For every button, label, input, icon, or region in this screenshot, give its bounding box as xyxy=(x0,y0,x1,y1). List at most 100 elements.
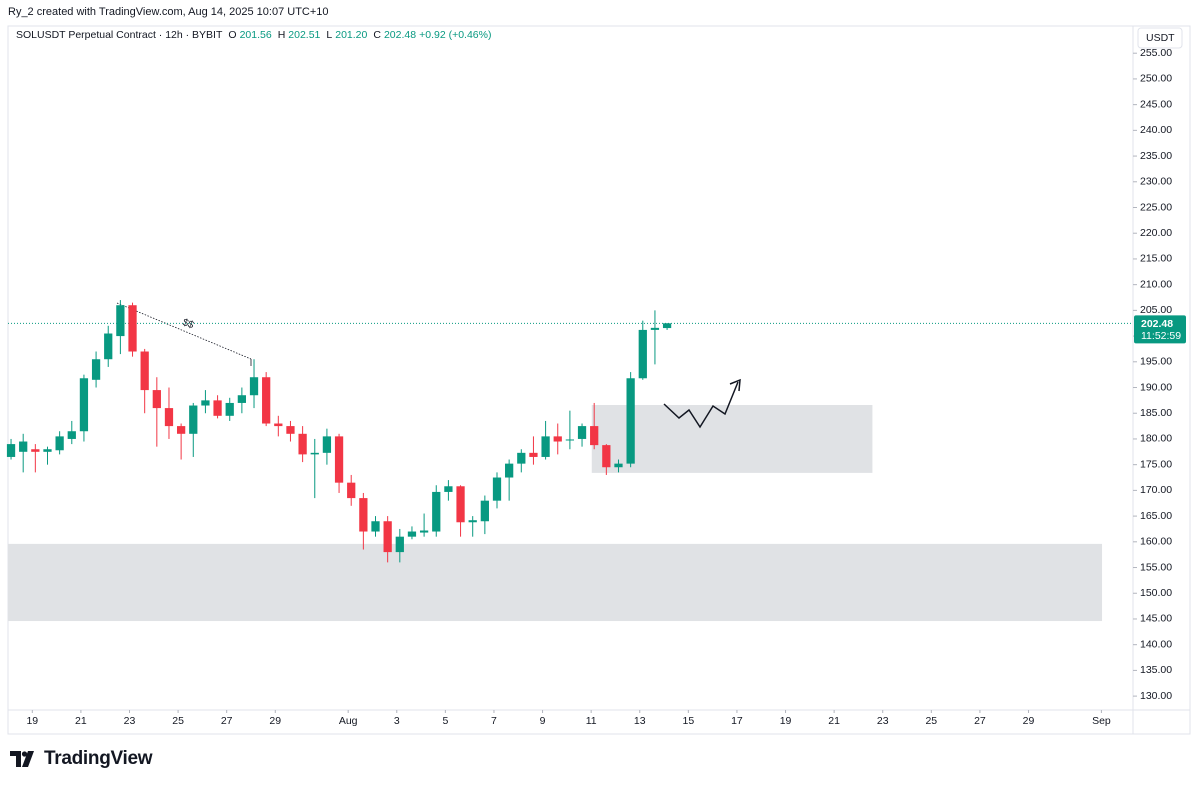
zone xyxy=(591,405,873,473)
candle-body xyxy=(104,333,113,360)
currency-box xyxy=(1137,27,1183,49)
x-tick-label: 19 xyxy=(26,715,38,727)
candle-body xyxy=(213,400,222,416)
zone xyxy=(8,543,1103,622)
candle-body xyxy=(468,520,477,523)
y-tick-label: 215.00 xyxy=(1140,253,1172,265)
y-tick-label: 205.00 xyxy=(1140,304,1172,316)
x-tick-label: 17 xyxy=(731,715,743,727)
ohlc-value: 201.20 xyxy=(335,29,368,41)
x-tick-label: 29 xyxy=(1023,715,1035,727)
y-tick-label: 130.00 xyxy=(1140,690,1172,702)
last-price-box xyxy=(1134,315,1186,344)
x-tick-label: 21 xyxy=(75,715,87,727)
candle-body xyxy=(590,426,599,446)
candle-body xyxy=(505,463,514,478)
candle-body xyxy=(262,377,271,424)
candle-body xyxy=(662,323,672,329)
candle-body xyxy=(347,482,356,499)
candle-body xyxy=(456,486,465,523)
candle-body xyxy=(517,452,526,464)
ohlc-value: 201.56 xyxy=(239,29,272,41)
candle-body xyxy=(152,390,161,409)
x-tick-label: 25 xyxy=(172,715,184,727)
x-tick-label: 11 xyxy=(586,715,597,727)
y-tick-label: 250.00 xyxy=(1140,73,1172,85)
candle-body xyxy=(43,449,52,452)
x-tick-label: 9 xyxy=(540,715,546,727)
ohlc-letter: C xyxy=(373,29,381,41)
candle-body xyxy=(225,402,234,416)
candle-body xyxy=(189,405,198,434)
currency: USDT xyxy=(1146,32,1175,44)
y-tick-label: 190.00 xyxy=(1140,381,1172,393)
brand-logo xyxy=(10,751,34,767)
x-tick-label: 23 xyxy=(877,715,889,727)
y-tick-label: 160.00 xyxy=(1140,536,1172,548)
x-tick-label: Aug xyxy=(339,715,358,727)
brand: TradingView xyxy=(10,748,153,770)
x-tick-label: 29 xyxy=(269,715,281,727)
projection-arrowhead xyxy=(729,378,741,392)
ohlc-value: 202.51 xyxy=(288,29,321,41)
y-tick-label: 220.00 xyxy=(1140,227,1172,239)
y-tick-label: 195.00 xyxy=(1140,356,1172,368)
candle-body xyxy=(6,444,16,457)
last-price-label: 202.48 xyxy=(1141,318,1173,330)
brand-name: TradingView xyxy=(44,748,153,769)
candle-body xyxy=(334,436,344,483)
candle-body xyxy=(444,486,453,492)
candle-body xyxy=(614,463,623,468)
candle-body xyxy=(480,500,489,522)
candle-body xyxy=(298,433,307,455)
y-tick-label: 155.00 xyxy=(1140,561,1172,573)
candle-body xyxy=(91,359,101,380)
candle-body xyxy=(383,521,392,553)
candle-body xyxy=(128,305,137,352)
ohlc-letter: O xyxy=(228,29,237,41)
candle-body xyxy=(359,498,368,532)
y-tick-label: 225.00 xyxy=(1140,201,1172,213)
x-tick-label: 15 xyxy=(683,715,695,727)
candle-body xyxy=(19,441,28,452)
chart: $$ USDT 130.00 135.00 140.00 145.00 150.00 15… xyxy=(6,25,1191,735)
x-tick-label: Sep xyxy=(1092,715,1111,727)
y-tick-label: 170.00 xyxy=(1140,484,1172,496)
x-tick-label: 5 xyxy=(442,715,448,727)
x-tick-label: 23 xyxy=(124,715,136,727)
candle-body xyxy=(116,305,125,337)
candle-body xyxy=(79,378,89,432)
candle-body xyxy=(638,329,647,379)
x-tick-label: 3 xyxy=(394,715,400,727)
candle-body xyxy=(565,439,575,441)
y-tick-label: 255.00 xyxy=(1140,47,1172,59)
candle-body xyxy=(176,426,186,434)
candle-body xyxy=(541,436,550,457)
y-tick-label: 235.00 xyxy=(1140,150,1172,162)
y-tick-label: 185.00 xyxy=(1140,407,1172,419)
candle-body xyxy=(249,377,259,396)
candle-body xyxy=(529,452,538,457)
x-tick-label: 27 xyxy=(974,715,986,727)
candle-body xyxy=(432,491,441,532)
candle-body xyxy=(274,423,283,427)
candle-body xyxy=(201,400,210,406)
candle-body xyxy=(237,395,246,403)
symbol-title: SOLUSDT Perpetual Contract · 12h · BYBIT xyxy=(16,29,223,41)
ohlc-value: 202.48 xyxy=(383,29,417,41)
candle-body xyxy=(67,431,76,439)
candle-body xyxy=(419,530,429,533)
y-tick-label: 145.00 xyxy=(1140,613,1172,625)
y-tick-label: 135.00 xyxy=(1140,664,1172,676)
candle-body xyxy=(322,436,332,453)
candle-body xyxy=(492,477,502,501)
x-tick-label: 27 xyxy=(221,715,233,727)
y-tick-label: 165.00 xyxy=(1140,510,1172,522)
y-tick-label: 140.00 xyxy=(1140,638,1172,650)
y-tick-label: 240.00 xyxy=(1140,124,1172,136)
candle-body xyxy=(602,445,611,468)
countdown: 11:52:59 xyxy=(1141,330,1181,342)
x-tick-label: 19 xyxy=(780,715,792,727)
candle-body xyxy=(577,426,587,439)
